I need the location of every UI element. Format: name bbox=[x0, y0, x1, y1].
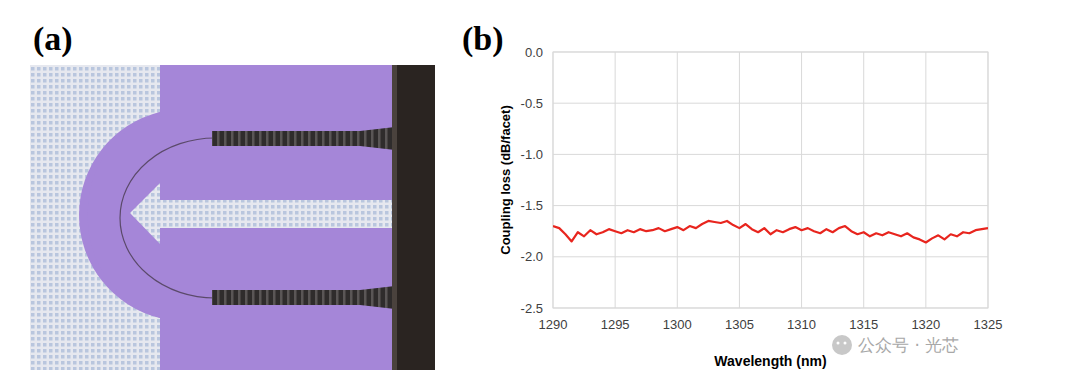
figure: (a) (b) 0.0 -0.5 -1.0 -1.5 -2.0 -2.51290 1295 130… bbox=[0, 0, 1080, 385]
x-tick-label: 1305 bbox=[725, 317, 754, 332]
substrate bbox=[30, 65, 435, 370]
x-tick-label: 1290 bbox=[539, 317, 568, 332]
data-group bbox=[553, 221, 988, 243]
coupling-loss-line bbox=[553, 221, 988, 243]
x-tick-label: 1295 bbox=[601, 317, 630, 332]
watermark-icon-eye bbox=[844, 342, 847, 345]
x-gridline bbox=[988, 52, 989, 308]
x-gridline bbox=[739, 52, 740, 308]
coupler-top bbox=[212, 127, 395, 150]
panel-label: (b) bbox=[462, 20, 504, 58]
y-axis-title: Coupling loss (dB/facet) bbox=[498, 105, 513, 255]
y-gridline bbox=[553, 256, 988, 257]
panel-a bbox=[30, 65, 435, 370]
x-gridline bbox=[863, 52, 864, 308]
arrow-marker bbox=[130, 183, 395, 244]
chip-facet bbox=[392, 65, 435, 370]
y-gridline bbox=[553, 103, 988, 104]
y-gridline bbox=[553, 52, 988, 53]
y-tick-label: -0.5 bbox=[521, 96, 543, 111]
watermark-icon bbox=[832, 335, 852, 355]
y-tick-label: -1.5 bbox=[521, 198, 543, 213]
x-gridline bbox=[615, 52, 616, 308]
y-tick-label: -2.5 bbox=[521, 301, 543, 316]
x-axis-title: Wavelength (nm) bbox=[714, 353, 826, 369]
y-gridline bbox=[553, 308, 988, 309]
plot-frame bbox=[553, 52, 988, 308]
x-tick-label: 1300 bbox=[663, 317, 692, 332]
etched-window bbox=[79, 65, 395, 370]
y-tick-label: -1.0 bbox=[521, 147, 543, 162]
x-tick-label: 1315 bbox=[849, 317, 878, 332]
panel-label: (a) bbox=[33, 20, 73, 58]
facet-edge bbox=[392, 65, 397, 370]
x-gridline bbox=[925, 52, 926, 308]
x-tick-label: 1310 bbox=[787, 317, 816, 332]
watermark-text: 公众号 · 光芯 bbox=[858, 335, 959, 355]
watermark: 公众号 · 光芯 bbox=[832, 335, 959, 355]
x-gridline bbox=[553, 52, 554, 308]
y-tick-label: 0.0 bbox=[525, 45, 543, 60]
y-tick-label: -2.0 bbox=[521, 249, 543, 264]
x-gridline bbox=[801, 52, 802, 308]
x-tick-label: 1325 bbox=[974, 317, 1003, 332]
x-gridline bbox=[677, 52, 678, 308]
watermark-icon-eye bbox=[837, 342, 840, 345]
chart: 0.0 -0.5 -1.0 -1.5 -2.0 -2.51290 1295 1300 1305 1… bbox=[498, 45, 1002, 370]
waveguide-loop bbox=[120, 138, 215, 298]
coupler-bottom bbox=[212, 286, 395, 309]
y-gridline bbox=[553, 205, 988, 206]
x-tick-label: 1320 bbox=[911, 317, 940, 332]
y-gridline bbox=[553, 154, 988, 155]
